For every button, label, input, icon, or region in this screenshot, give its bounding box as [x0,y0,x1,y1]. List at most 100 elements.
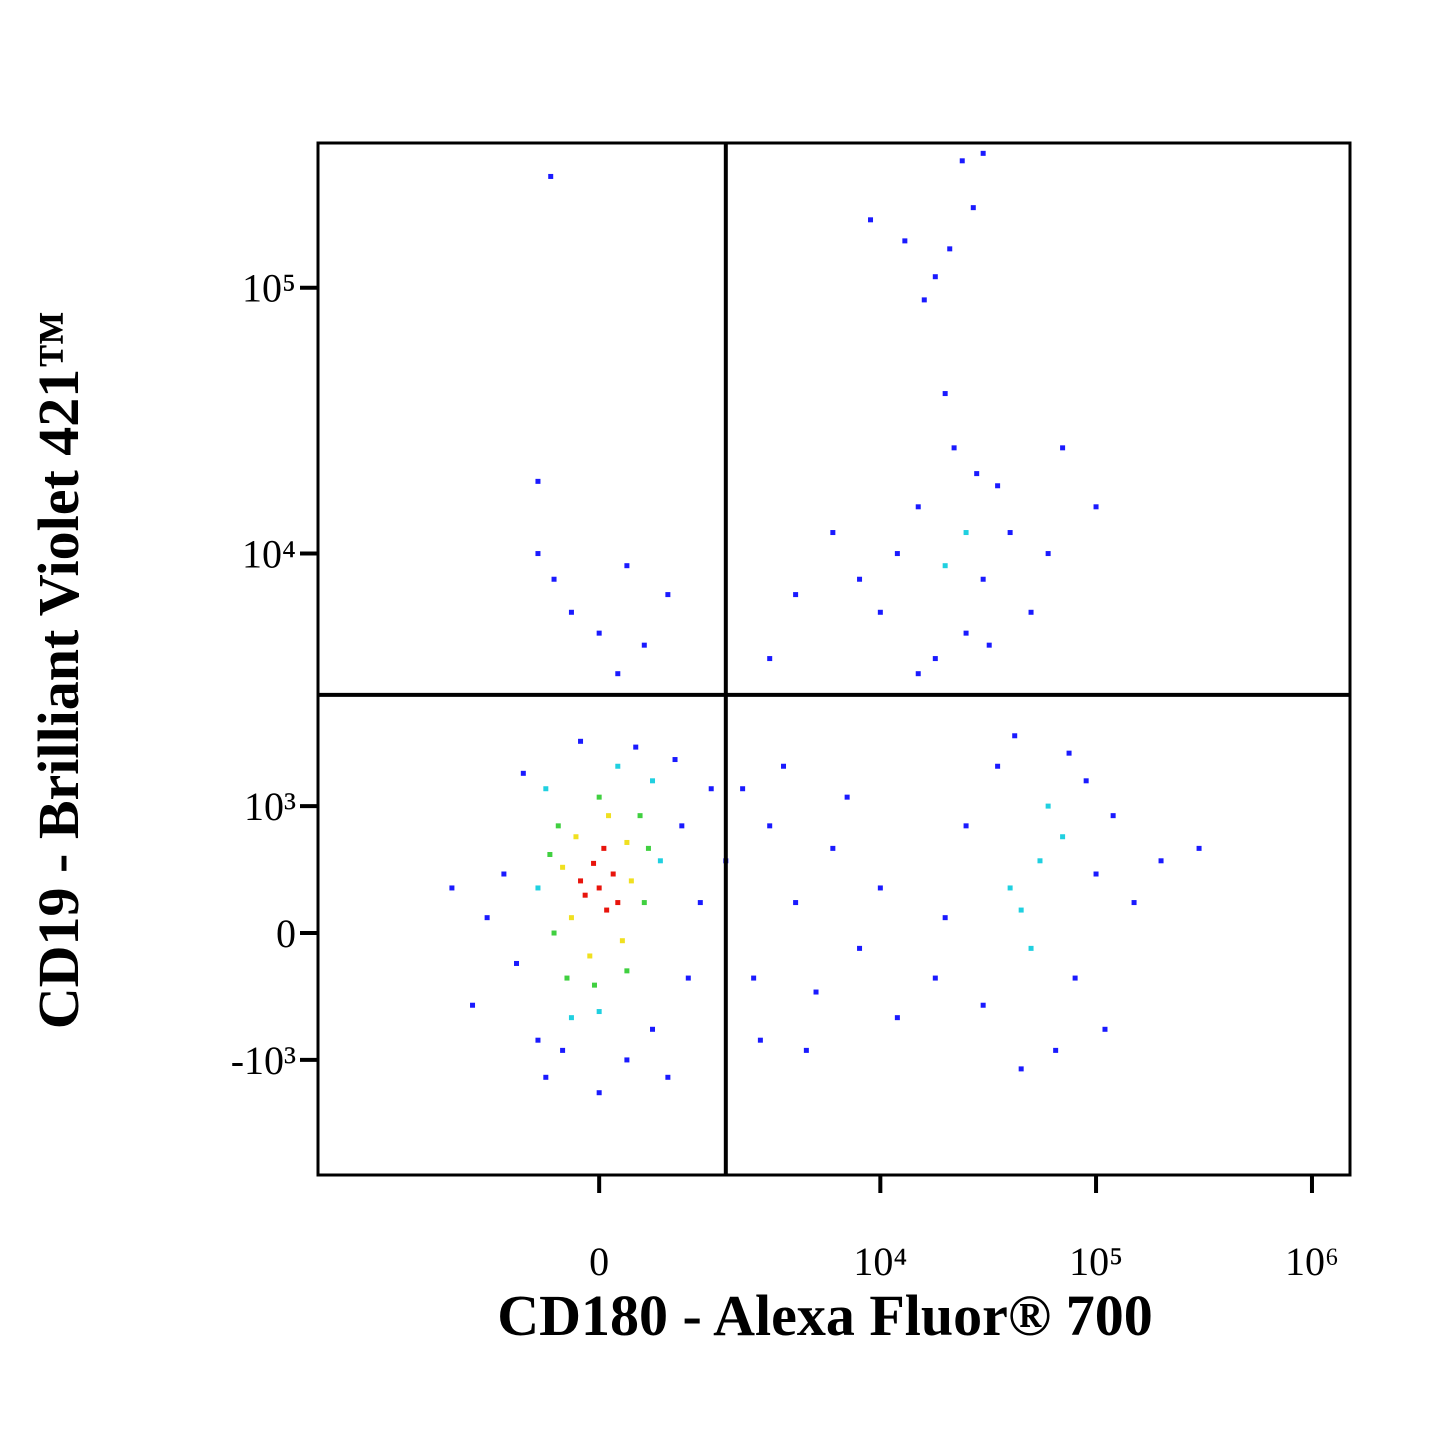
event-dot [951,445,957,451]
event-dot [637,813,643,819]
event-dot [1018,907,1024,913]
event-dot [980,150,986,156]
event-dot [803,1047,809,1053]
x-tick-label: 10⁴ [853,1239,907,1284]
event-dot [1158,858,1164,864]
event-dot [995,763,1001,769]
event-dot [974,471,980,477]
event-dot [921,297,927,303]
event-dot [1045,551,1051,557]
event-dot [980,576,986,582]
event-dot [615,900,621,906]
event-dot [657,858,663,864]
event-dot [568,1015,574,1021]
event-dot [932,656,938,662]
event-dot [535,1037,541,1043]
event-dot [535,478,541,484]
event-dot [596,630,602,636]
event-dot [582,892,588,898]
event-dot [484,915,490,921]
event-dot [535,551,541,557]
event-dot [963,823,969,829]
event-dot [514,960,520,966]
event-dot [591,982,597,988]
event-dot [551,576,557,582]
x-tick-label: 10⁵ [1069,1239,1123,1284]
event-dot [793,592,799,598]
event-dot [1053,1047,1059,1053]
x-axis-title: CD180 - Alexa Fluor® 700 [497,1283,1153,1348]
x-tick-label: 10⁶ [1285,1239,1339,1284]
event-dot [1083,778,1089,784]
event-dot [995,483,1001,489]
event-dot [915,504,921,510]
event-dot [1196,845,1202,851]
event-dot [857,576,863,582]
event-dot [1018,1066,1024,1072]
event-dot [501,871,507,877]
event-dot [857,945,863,951]
event-dot [1072,975,1078,981]
event-dot [624,1057,630,1063]
event-dot [963,530,969,536]
event-dot [645,845,651,851]
event-dot [767,823,773,829]
event-dot [672,757,678,763]
event-dot [568,609,574,615]
y-tick-label: 10⁴ [242,532,296,577]
event-dot [568,915,574,921]
event-dot [1110,813,1116,819]
event-dot [650,1026,656,1032]
event-dot [543,1074,549,1080]
event-dot [767,656,773,662]
event-dot [959,158,965,164]
event-dot [604,907,610,913]
event-dot [844,794,850,800]
event-dot [551,930,557,936]
event-dot [1131,900,1137,906]
y-axis-title: CD19 - Brilliant Violet 421™ [26,311,91,1030]
event-dot [1045,803,1051,809]
event-dot [520,770,526,776]
event-dot [1060,445,1066,451]
event-dot [547,851,553,857]
event-dot [624,839,630,845]
event-dot [970,205,976,211]
plot-frame [316,141,1352,1177]
event-dot [587,953,593,959]
event-dot [708,786,714,792]
event-dot [963,630,969,636]
event-dot [543,786,549,792]
event-dot [560,1047,566,1053]
event-dot [1007,530,1013,536]
y-tick-label: -10³ [231,1038,296,1083]
event-dot [679,823,685,829]
event-dot [596,885,602,891]
event-dot [932,274,938,280]
event-dot [1028,609,1034,615]
event-dot [596,1009,602,1015]
event-dot [1012,733,1018,739]
event-dot [697,900,703,906]
event-dot [877,885,883,891]
event-dot [793,900,799,906]
event-dot [610,871,616,877]
event-dot [628,878,634,884]
event-dot [947,246,953,252]
event-dot [633,744,639,750]
event-dot [449,885,455,891]
event-dot [1037,858,1043,864]
event-dot [1028,945,1034,951]
event-dot [641,642,647,648]
y-tick-label: 0 [276,911,296,956]
event-dot [1007,885,1013,891]
event-dot [830,530,836,536]
event-dot [942,915,948,921]
event-dot [942,563,948,569]
event-dot [740,786,746,792]
event-dot [601,845,607,851]
event-dot [868,217,874,223]
event-dot [932,975,938,981]
event-dot [894,551,900,557]
